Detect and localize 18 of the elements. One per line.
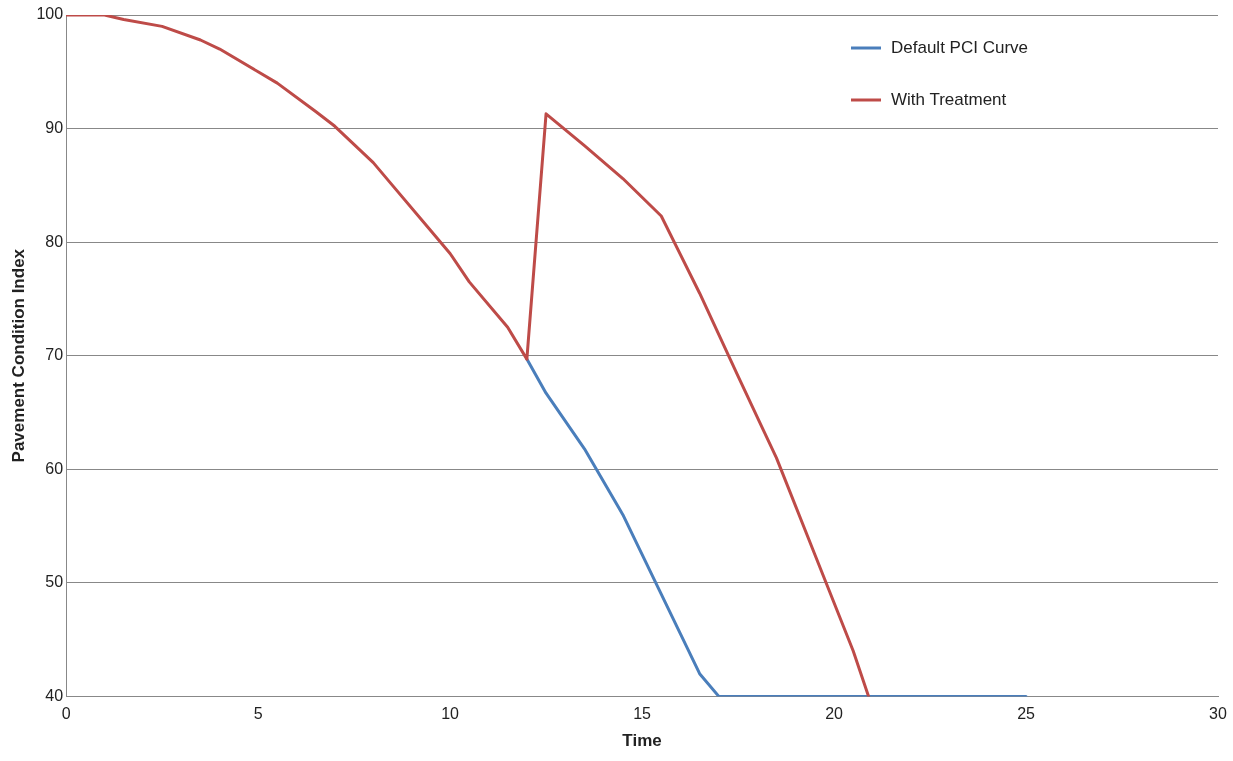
y-tick-label: 60 bbox=[45, 459, 64, 477]
y-tick-label: 90 bbox=[45, 118, 64, 136]
x-tick-label: 25 bbox=[1017, 705, 1036, 723]
y-tick-label: 80 bbox=[45, 232, 64, 250]
x-tick-label: 15 bbox=[633, 705, 652, 723]
y-tick-label: 70 bbox=[45, 346, 64, 364]
legend-label: With Treatment bbox=[891, 89, 1007, 109]
x-tick-label: 20 bbox=[825, 705, 844, 723]
y-tick-label: 40 bbox=[45, 686, 64, 704]
x-tick-label: 0 bbox=[61, 705, 71, 723]
x-tick-label: 10 bbox=[441, 705, 460, 723]
y-tick-label: 100 bbox=[36, 5, 64, 23]
x-tick-label: 30 bbox=[1209, 705, 1227, 723]
x-tick-label: 5 bbox=[253, 705, 263, 723]
x-axis-title: Time bbox=[622, 731, 662, 751]
y-tick-label: 50 bbox=[45, 573, 64, 591]
y-axis-title: Pavement Condition Index bbox=[8, 248, 28, 463]
legend-label: Default PCI Curve bbox=[891, 37, 1028, 57]
